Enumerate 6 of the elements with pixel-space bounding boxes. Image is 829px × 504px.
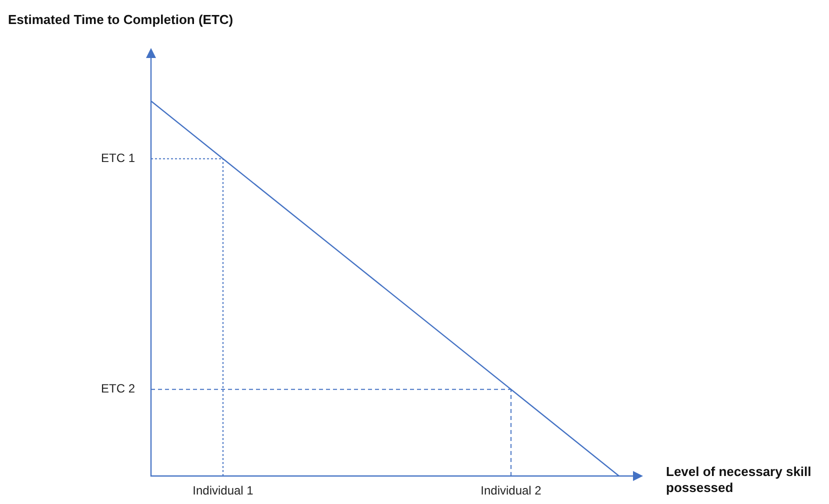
x-axis-title: Level of necessary skill possessed <box>666 464 812 496</box>
x-tick-label: Individual 2 <box>480 483 542 498</box>
ref-line-label: ETC 1 <box>100 151 136 166</box>
x-tick-label: Individual 1 <box>192 483 254 498</box>
chart-title: Estimated Time to Completion (ETC) <box>8 12 234 27</box>
ref-line-label: ETC 2 <box>100 382 136 396</box>
